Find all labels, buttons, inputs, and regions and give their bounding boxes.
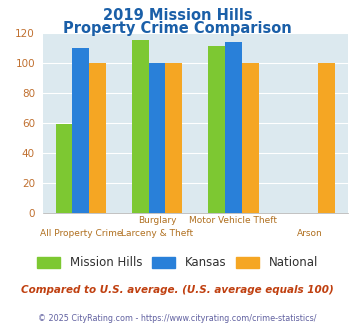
Text: Property Crime Comparison: Property Crime Comparison [63,21,292,36]
Bar [318,63,335,213]
Legend: Mission Hills, Kansas, National: Mission Hills, Kansas, National [32,252,323,274]
Text: Motor Vehicle Theft: Motor Vehicle Theft [190,216,277,225]
Bar [242,63,258,213]
Bar [225,42,242,213]
Bar [56,124,72,213]
Bar [165,63,182,213]
Text: Arson: Arson [297,229,323,238]
Bar [72,48,89,213]
Text: All Property Crime: All Property Crime [39,229,122,238]
Bar [132,41,149,213]
Bar [208,47,225,213]
Text: Compared to U.S. average. (U.S. average equals 100): Compared to U.S. average. (U.S. average … [21,285,334,295]
Text: Burglary: Burglary [138,216,176,225]
Text: Larceny & Theft: Larceny & Theft [121,229,193,238]
Bar [89,63,106,213]
Bar [149,63,165,213]
Text: 2019 Mission Hills: 2019 Mission Hills [103,8,252,23]
Text: © 2025 CityRating.com - https://www.cityrating.com/crime-statistics/: © 2025 CityRating.com - https://www.city… [38,314,317,323]
